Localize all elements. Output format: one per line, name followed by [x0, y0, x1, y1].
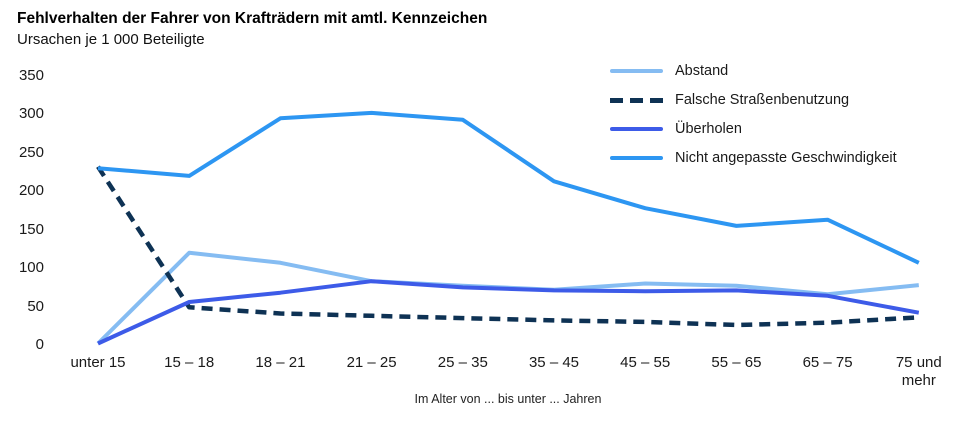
legend-item-falsche-straßenbenutzung: Falsche Straßenbenutzung — [610, 90, 897, 110]
legend-swatch-nicht-angepasste-geschwindigkeit — [610, 155, 663, 161]
chart-subtitle: Ursachen je 1 000 Beteiligte — [17, 31, 205, 48]
legend-item-abstand: Abstand — [610, 61, 897, 81]
x-axis-caption: Im Alter von ... bis unter ... Jahren — [414, 392, 602, 406]
legend-swatch-überholen — [610, 126, 663, 132]
legend: Abstand Falsche Straßenbenutzung Überholen… — [610, 61, 897, 168]
legend-label: Überholen — [675, 121, 742, 137]
legend-swatch-abstand — [610, 68, 663, 74]
series-line-überholen — [97, 279, 920, 346]
series-line-falsche-straßenbenutzung — [96, 165, 919, 328]
legend-swatch-falsche-straßenbenutzung — [610, 97, 663, 103]
legend-label: Falsche Straßenbenutzung — [675, 92, 850, 108]
legend-item-überholen: Überholen — [610, 119, 897, 139]
series-line-nicht-angepasste-geschwindigkeit — [97, 110, 920, 265]
legend-label: Nicht angepasste Geschwindigkeit — [675, 150, 897, 166]
chart-title: Fehlverhalten der Fahrer von Krafträdern… — [17, 10, 488, 27]
legend-item-nicht-angepasste-geschwindigkeit: Nicht angepasste Geschwindigkeit — [610, 148, 897, 168]
legend-label: Abstand — [675, 63, 729, 79]
